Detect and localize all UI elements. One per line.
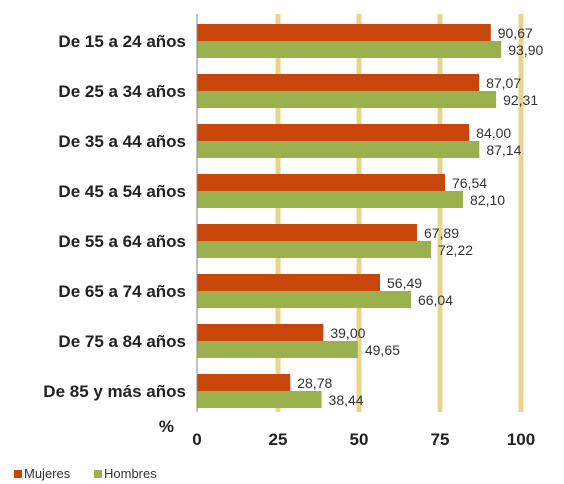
unit-label: % xyxy=(159,417,174,436)
tick-label-50: 50 xyxy=(350,430,369,449)
value-label-hombres-6: 49,65 xyxy=(365,342,400,358)
legend-swatch-hombres xyxy=(94,470,102,478)
legend-swatch-mujeres xyxy=(14,470,22,478)
tick-label-0: 0 xyxy=(192,430,201,449)
bar-mujeres-5 xyxy=(197,274,381,291)
value-label-mujeres-0: 90,67 xyxy=(498,25,533,41)
bar-hombres-1 xyxy=(197,91,497,108)
legend-label-mujeres: Mujeres xyxy=(24,466,71,481)
bar-mujeres-3 xyxy=(197,174,445,191)
value-label-hombres-3: 82,10 xyxy=(470,192,505,208)
category-label-3: De 45 a 54 años xyxy=(58,182,186,201)
bar-mujeres-7 xyxy=(197,374,291,391)
category-label-5: De 65 a 74 años xyxy=(58,282,186,301)
gridline-50 xyxy=(356,14,362,412)
tick-label-100: 100 xyxy=(507,430,535,449)
tick-label-25: 25 xyxy=(269,430,288,449)
gridline-25 xyxy=(275,14,281,412)
bar-hombres-3 xyxy=(197,191,464,208)
bar-mujeres-0 xyxy=(197,24,491,41)
value-label-mujeres-5: 56,49 xyxy=(387,275,422,291)
grid-lines xyxy=(275,14,524,412)
bar-mujeres-1 xyxy=(197,74,480,91)
bar-hombres-7 xyxy=(197,391,322,408)
value-label-mujeres-4: 67,89 xyxy=(424,225,459,241)
value-label-hombres-7: 38,44 xyxy=(329,392,364,408)
value-label-mujeres-7: 28,78 xyxy=(297,375,332,391)
legend: Mujeres Hombres xyxy=(14,466,157,481)
value-label-hombres-0: 93,90 xyxy=(508,42,543,58)
value-label-mujeres-6: 39,00 xyxy=(330,325,365,341)
bar-mujeres-2 xyxy=(197,124,470,141)
value-label-hombres-4: 72,22 xyxy=(438,242,473,258)
gridline-75 xyxy=(437,14,443,412)
category-label-2: De 35 a 44 años xyxy=(58,132,186,151)
category-label-7: De 85 y más años xyxy=(43,382,186,401)
tick-label-75: 75 xyxy=(431,430,450,449)
value-label-mujeres-3: 76,54 xyxy=(452,175,487,191)
category-label-6: De 75 a 84 años xyxy=(58,332,186,351)
x-axis: % 0 25 50 75 100 xyxy=(159,14,535,449)
value-label-mujeres-1: 87,07 xyxy=(486,75,521,91)
bar-hombres-5 xyxy=(197,291,411,308)
value-label-hombres-2: 87,14 xyxy=(486,142,521,158)
bar-hombres-4 xyxy=(197,241,431,258)
bar-hombres-0 xyxy=(197,41,502,58)
bar-hombres-6 xyxy=(197,341,358,358)
legend-label-hombres: Hombres xyxy=(104,466,157,481)
bar-mujeres-6 xyxy=(197,324,324,341)
bar-hombres-2 xyxy=(197,141,480,158)
value-label-mujeres-2: 84,00 xyxy=(476,125,511,141)
value-label-hombres-1: 92,31 xyxy=(503,92,538,108)
category-labels: De 15 a 24 años De 25 a 34 años De 35 a 44… xyxy=(43,32,186,401)
category-label-0: De 15 a 24 años xyxy=(58,32,186,51)
category-label-4: De 55 a 64 años xyxy=(58,232,186,251)
category-label-1: De 25 a 34 años xyxy=(58,82,186,101)
value-label-hombres-5: 66,04 xyxy=(418,292,453,308)
bars xyxy=(197,24,502,408)
gridline-100 xyxy=(518,14,524,412)
bar-mujeres-4 xyxy=(197,224,417,241)
